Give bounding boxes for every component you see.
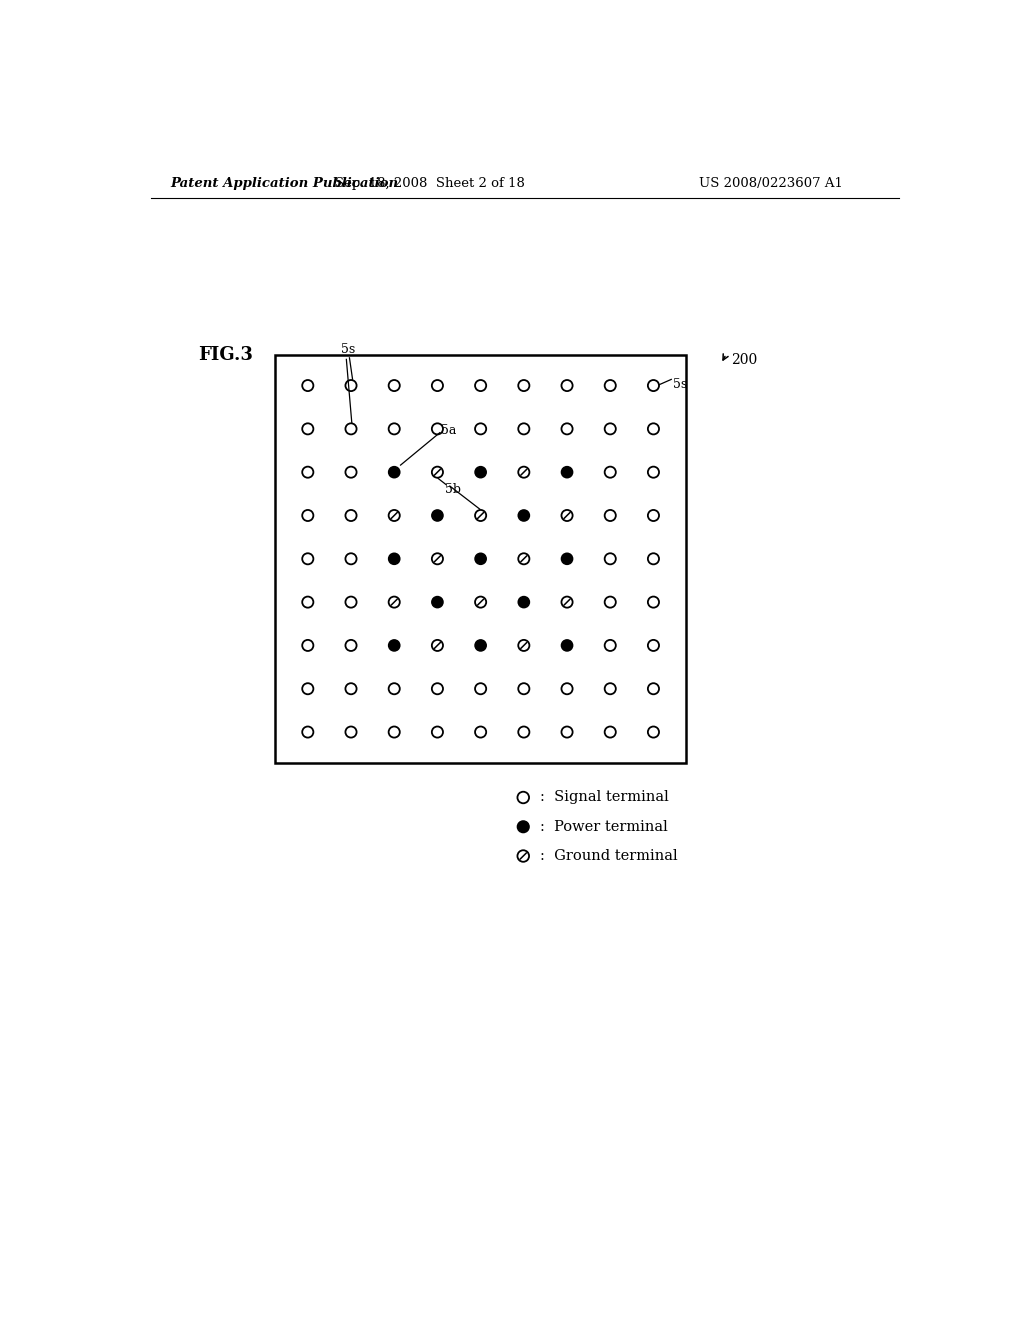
Circle shape xyxy=(432,597,443,607)
Circle shape xyxy=(475,467,486,478)
Text: 5b: 5b xyxy=(445,483,461,495)
Text: 5s: 5s xyxy=(341,343,355,356)
Text: :  Power terminal: : Power terminal xyxy=(540,820,668,834)
Circle shape xyxy=(518,597,529,607)
Circle shape xyxy=(475,597,486,607)
Circle shape xyxy=(561,510,572,521)
Circle shape xyxy=(475,640,486,651)
Text: Patent Application Publication: Patent Application Publication xyxy=(171,177,398,190)
Circle shape xyxy=(389,597,399,607)
Circle shape xyxy=(389,510,399,521)
Text: FIG.3: FIG.3 xyxy=(198,346,253,364)
Circle shape xyxy=(518,467,529,478)
Text: 200: 200 xyxy=(731,354,757,367)
Text: :  Signal terminal: : Signal terminal xyxy=(540,791,669,804)
Circle shape xyxy=(475,553,486,565)
Circle shape xyxy=(432,640,443,651)
Circle shape xyxy=(517,850,529,862)
Bar xyxy=(275,355,686,763)
Circle shape xyxy=(561,640,572,651)
Circle shape xyxy=(389,553,399,565)
Circle shape xyxy=(518,640,529,651)
Text: 5s: 5s xyxy=(673,378,687,391)
Circle shape xyxy=(432,510,443,521)
Circle shape xyxy=(518,510,529,521)
Circle shape xyxy=(518,553,529,565)
Circle shape xyxy=(561,553,572,565)
Circle shape xyxy=(517,821,529,833)
Text: 5a: 5a xyxy=(441,424,457,437)
Text: US 2008/0223607 A1: US 2008/0223607 A1 xyxy=(699,177,843,190)
Circle shape xyxy=(561,467,572,478)
Circle shape xyxy=(389,640,399,651)
Circle shape xyxy=(389,467,399,478)
Circle shape xyxy=(432,553,443,565)
Circle shape xyxy=(432,467,443,478)
Text: :  Ground terminal: : Ground terminal xyxy=(540,849,678,863)
Circle shape xyxy=(475,510,486,521)
Circle shape xyxy=(561,597,572,607)
Text: Sep. 18, 2008  Sheet 2 of 18: Sep. 18, 2008 Sheet 2 of 18 xyxy=(335,177,525,190)
